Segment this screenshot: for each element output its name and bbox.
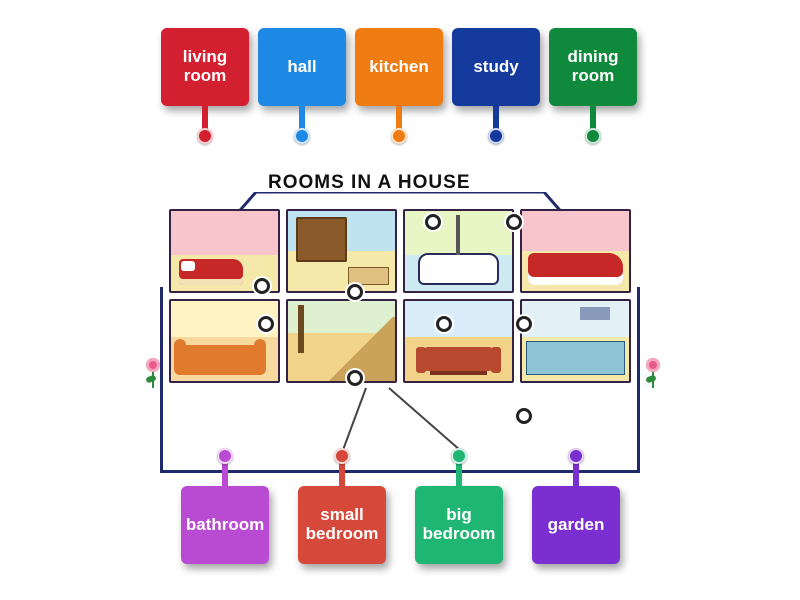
pin-knob-icon — [488, 128, 504, 144]
house-body — [160, 287, 640, 473]
kitchen-room[interactable] — [520, 299, 631, 383]
drop-target-2[interactable] — [425, 214, 441, 230]
stage: { "title": { "text": "ROOMS IN A HOUSE",… — [0, 0, 800, 600]
sofa-prop — [177, 345, 263, 375]
drop-target-7[interactable] — [516, 316, 532, 332]
shower-prop — [456, 215, 460, 255]
counter-prop — [526, 341, 624, 375]
label-pin-study[interactable]: study — [452, 28, 540, 106]
drop-target-8[interactable] — [516, 408, 532, 424]
drop-target-1[interactable] — [347, 284, 363, 300]
pin-label: small bedroom — [298, 506, 386, 543]
drop-target-4[interactable] — [258, 316, 274, 332]
pin-knob-icon — [294, 128, 310, 144]
desk-prop — [348, 267, 389, 285]
pin-label: kitchen — [363, 58, 435, 77]
table-prop — [424, 347, 492, 371]
pillow-prop — [181, 261, 195, 271]
room-grid-bottom — [163, 299, 637, 389]
label-pin-bathroom[interactable]: bathroom — [181, 486, 269, 564]
study-room[interactable] — [286, 209, 397, 293]
pin-knob-icon — [334, 448, 350, 464]
pin-label: garden — [542, 516, 611, 535]
bigbed-prop — [528, 253, 623, 285]
diagram-title: ROOMS IN A HOUSE — [268, 172, 471, 194]
pin-stick — [396, 106, 402, 132]
big-bedroom-room[interactable] — [520, 209, 631, 293]
pin-stick — [299, 106, 305, 132]
pin-knob-icon — [217, 448, 233, 464]
dining-room-room[interactable] — [403, 299, 514, 383]
flower-icon — [142, 358, 164, 388]
label-pin-kitchen[interactable]: kitchen — [355, 28, 443, 106]
hood-prop — [580, 307, 610, 320]
pin-knob-icon — [568, 448, 584, 464]
drop-target-0[interactable] — [254, 278, 270, 294]
label-pin-dining-room[interactable]: dining room — [549, 28, 637, 106]
pin-label: dining room — [549, 48, 637, 85]
pin-label: study — [467, 58, 524, 77]
pin-stick — [493, 106, 499, 132]
pin-knob-icon — [391, 128, 407, 144]
label-pin-garden[interactable]: garden — [532, 486, 620, 564]
room-grid-top — [163, 287, 637, 299]
shelf-prop — [296, 217, 347, 262]
flower-icon — [642, 358, 664, 388]
label-pin-living-room[interactable]: living room — [161, 28, 249, 106]
pin-label: big bedroom — [415, 506, 503, 543]
tub-prop — [418, 253, 499, 285]
label-pin-big-bedroom[interactable]: big bedroom — [415, 486, 503, 564]
stairs-prop — [327, 317, 395, 381]
coat-prop — [298, 305, 304, 353]
hall-room[interactable] — [286, 299, 397, 383]
pin-label: hall — [281, 58, 322, 77]
pin-knob-icon — [197, 128, 213, 144]
bathroom-room[interactable] — [403, 209, 514, 293]
house-diagram — [160, 192, 640, 392]
drop-target-3[interactable] — [506, 214, 522, 230]
drop-target-5[interactable] — [347, 370, 363, 386]
pin-knob-icon — [585, 128, 601, 144]
pin-stick — [590, 106, 596, 132]
pin-stick — [202, 106, 208, 132]
label-pin-small-bedroom[interactable]: small bedroom — [298, 486, 386, 564]
pin-label: living room — [161, 48, 249, 85]
label-pin-hall[interactable]: hall — [258, 28, 346, 106]
living-room-room[interactable] — [169, 299, 280, 383]
pin-knob-icon — [451, 448, 467, 464]
drop-target-6[interactable] — [436, 316, 452, 332]
pin-label: bathroom — [180, 516, 270, 535]
